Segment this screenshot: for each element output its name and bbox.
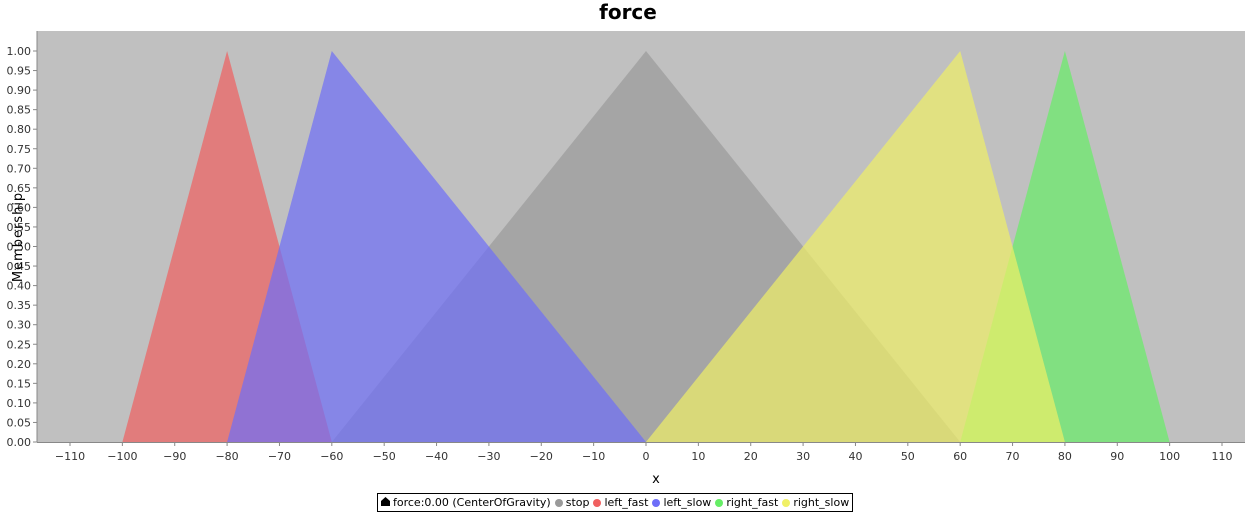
legend: force:0.00 (CenterOfGravity) stop left_fas…	[377, 493, 854, 512]
x-tick-label: −10	[582, 450, 605, 463]
y-tick-label: 0.95	[7, 65, 32, 78]
legend-swatch-icon	[652, 498, 661, 507]
y-axis: 0.00 0.05 0.10 0.15 0.20 0.25 0.30 0.35 0.40 0.45…	[7, 31, 38, 449]
legend-label: left_fast	[604, 496, 649, 509]
x-tick-label: 30	[796, 450, 810, 463]
y-tick-label: 0.50	[7, 241, 32, 254]
legend-swatch-icon	[593, 498, 602, 507]
legend-swatch-icon	[715, 498, 724, 507]
x-tick-label: 100	[1159, 450, 1180, 463]
y-tick-label: 0.40	[7, 280, 32, 293]
y-tick-label: 0.25	[7, 338, 32, 351]
x-tick-label: 80	[1058, 450, 1072, 463]
x-tick-label: 70	[1006, 450, 1020, 463]
y-tick-label: 0.65	[7, 182, 32, 195]
y-tick-label: 0.55	[7, 221, 32, 234]
x-tick-label: −100	[107, 450, 137, 463]
series-areas	[122, 51, 1170, 442]
x-tick-label: −20	[530, 450, 553, 463]
y-tick-label: 0.35	[7, 299, 32, 312]
y-tick-label: 0.20	[7, 358, 32, 371]
series-area-left-slow	[227, 51, 646, 442]
y-tick-label: 0.10	[7, 397, 32, 410]
x-tick-label: 60	[953, 450, 967, 463]
x-tick-label: −60	[320, 450, 343, 463]
legend-item-right-fast: right_fast	[715, 496, 778, 509]
x-tick-label: −30	[477, 450, 500, 463]
x-tick-label: 10	[691, 450, 705, 463]
y-tick-label: 0.05	[7, 416, 32, 429]
x-tick-label: 0	[643, 450, 650, 463]
legend-label: force:0.00 (CenterOfGravity)	[393, 496, 551, 509]
y-tick-label: 0.45	[7, 260, 32, 273]
y-tick-label: 0.00	[7, 436, 32, 449]
legend-item-output: force:0.00 (CenterOfGravity)	[381, 496, 551, 509]
x-tick-label: −40	[425, 450, 448, 463]
legend-item-left-fast: left_fast	[593, 496, 648, 509]
x-tick-label: −70	[268, 450, 291, 463]
output-marker-icon	[381, 496, 390, 509]
legend-item-left-slow: left_slow	[652, 496, 711, 509]
x-tick-label: 110	[1212, 450, 1233, 463]
legend-swatch-icon	[554, 498, 563, 507]
chart-title: force	[599, 0, 657, 24]
x-tick-label: 50	[901, 450, 915, 463]
y-tick-label: 0.15	[7, 377, 32, 390]
x-tick-label: 20	[744, 450, 758, 463]
x-tick-label: 40	[848, 450, 862, 463]
legend-swatch-icon	[782, 498, 791, 507]
y-tick-label: 1.00	[7, 45, 32, 58]
x-axis-label: x	[652, 472, 660, 487]
legend-label: stop	[565, 496, 590, 509]
y-tick-label: 0.85	[7, 104, 32, 117]
x-axis: −110 −100 −90 −80 −70 −60 −50 −40 −30 −20 −10 0 10 20…	[37, 442, 1245, 463]
y-tick-label: 0.60	[7, 201, 32, 214]
legend-item-stop: stop	[554, 496, 590, 509]
y-axis-label: Membership	[11, 192, 26, 282]
legend-item-right-slow: right_slow	[782, 496, 849, 509]
y-tick-label: 0.75	[7, 143, 32, 156]
x-tick-label: −50	[373, 450, 396, 463]
legend-label: left_slow	[663, 496, 712, 509]
x-tick-label: −90	[163, 450, 186, 463]
y-tick-label: 0.70	[7, 162, 32, 175]
legend-label: right_slow	[793, 496, 850, 509]
x-tick-label: −110	[55, 450, 85, 463]
x-tick-label: 90	[1110, 450, 1124, 463]
y-tick-label: 0.30	[7, 319, 32, 332]
series-area-right-slow	[646, 51, 1065, 442]
y-tick-label: 0.90	[7, 84, 32, 97]
legend-label: right_fast	[726, 496, 779, 509]
x-tick-label: −80	[215, 450, 238, 463]
y-tick-label: 0.80	[7, 123, 32, 136]
